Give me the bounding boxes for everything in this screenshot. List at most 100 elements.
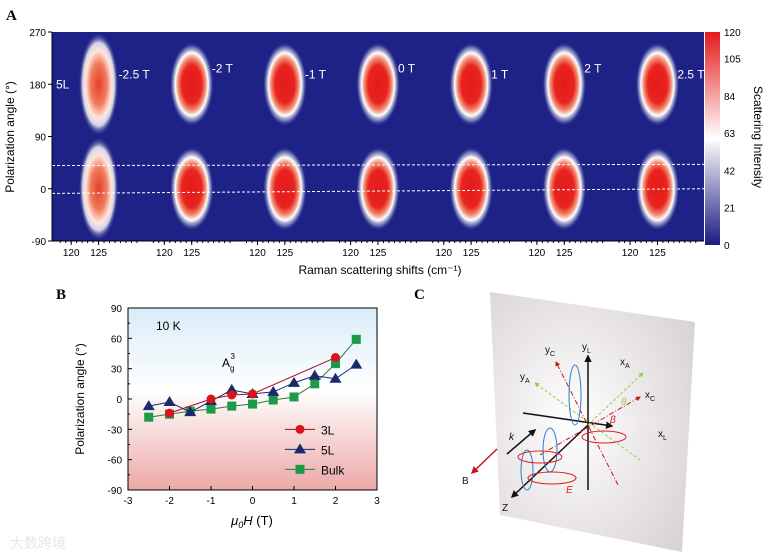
axis-label-xC: xC [645,390,655,403]
y-tick-label: 90 [35,133,47,144]
data-point-3l [206,394,216,404]
yC-axis [555,361,619,486]
heatmap: -2.5 T 120 125 -2 T 120 125 -1 T 120 125 0 T 120 12… [29,28,705,259]
legend-marker [295,424,305,434]
y-tick-label: -90 [32,237,47,248]
panel-label-c: C [414,287,425,303]
heatmap-peak [449,42,494,127]
heatmap-peak [356,146,400,231]
axis-label-yL: yL [582,342,591,355]
xC-axis [539,396,641,456]
b-field-arrow [470,448,498,475]
legend-label: Bulk [321,463,345,477]
colorbar-ticks: 120 105 84 63 42 21 0 [724,28,741,252]
heatmap-ylabel: Polarization angle (°) [3,81,17,193]
colorbar-tick-label: 42 [724,166,736,177]
b-label: B [462,476,469,487]
x-tick-label: 120 [342,248,359,259]
data-point-bulk [331,359,340,369]
x-tick-label: 120 [529,248,546,259]
x-tick-label: 120 [622,248,639,259]
guide-line [51,163,705,167]
panel-label-a: A [6,8,17,24]
heatmap-peak [542,42,587,127]
mode-annotation: Ag3 [222,352,235,373]
legend-label: 5L [321,443,335,457]
legend-marker [295,464,305,474]
heatmap-peak [262,42,307,127]
k-label: k [509,432,515,443]
theta-label: θ [621,397,627,408]
data-point-5l [142,400,155,411]
data-point-bulk [206,404,216,414]
field-label: -2 T [212,62,234,76]
colorbar-tick-label: 84 [724,92,736,103]
e-label: E [566,485,573,496]
field-label: 2 T [584,62,602,76]
temperature-annotation: 10 K [156,319,181,333]
x-tick-label: 125 [649,248,666,259]
data-point-3l [331,353,340,363]
x-tick-label: 1 [291,496,297,507]
x-tick-label: 125 [183,248,200,259]
y-tick-label: -30 [108,425,123,436]
legend-label: 3L [321,423,335,437]
data-point-bulk [289,392,299,402]
x-tick-label: 120 [63,248,80,259]
data-point-bulk [351,334,361,344]
legend-marker [294,443,306,454]
axis-label-xA: xA [620,357,630,370]
heatmap-peak [356,42,400,127]
sample-plane [490,292,695,552]
watermark: 大数跨境 [10,536,66,552]
data-point-3l [227,390,237,400]
line-ylabel: Polarization angle (°) [73,343,87,455]
x-tick-label: 125 [277,248,294,259]
x-tick-label: 120 [435,248,452,259]
colorbar-tick-label: 63 [724,129,736,140]
field-label: 1 T [491,68,509,82]
z-label: Z [502,503,508,514]
data-point-3l [248,389,257,399]
data-point-5l [267,385,280,396]
field-label: 0 T [398,62,416,76]
x-tick-label: -1 [207,496,216,507]
data-point-bulk [227,401,237,411]
beta-label: β [609,415,616,426]
data-point-5l [225,383,238,394]
data-point-bulk [248,399,257,409]
heatmap-peak [542,146,587,231]
colorbar-tick-label: 105 [724,55,741,66]
colorbar [705,32,720,245]
colorbar-label: Scattering Intensity [751,86,765,188]
yA-axis [534,382,641,461]
field-label: 2.5 T [677,68,705,82]
heatmap-xlabel: Raman scattering shifts (cm⁻¹) [298,263,461,277]
z-axis [510,424,589,499]
wave-b-field [520,364,582,491]
data-point-bulk [310,379,320,389]
xA-axis [587,372,644,426]
sample-label: 5L [56,77,70,91]
x-tick-label: -3 [124,496,133,507]
data-point-5l [184,406,197,417]
y-tick-label: 30 [111,365,123,376]
x-tick-label: 120 [249,248,266,259]
wave-e-field [517,430,627,485]
guide-line [51,188,705,194]
heatmap-peak [449,146,494,231]
heatmap-peak [78,32,119,137]
line-xlabel: μ0H (T) [230,513,273,530]
xL-axis [522,412,614,429]
k-vector [506,429,537,455]
colorbar-tick-label: 21 [724,204,736,215]
colorbar-tick-label: 120 [724,28,741,39]
field-label: -1 T [305,68,327,82]
x-tick-label: 0 [250,496,256,507]
y-tick-label: -90 [108,486,123,497]
polarization-diagram: yL xL yC xC yA xA θβ k B E Z [462,292,695,552]
data-point-bulk [144,412,154,422]
x-tick-label: 120 [156,248,173,259]
data-point-5l [350,358,363,369]
